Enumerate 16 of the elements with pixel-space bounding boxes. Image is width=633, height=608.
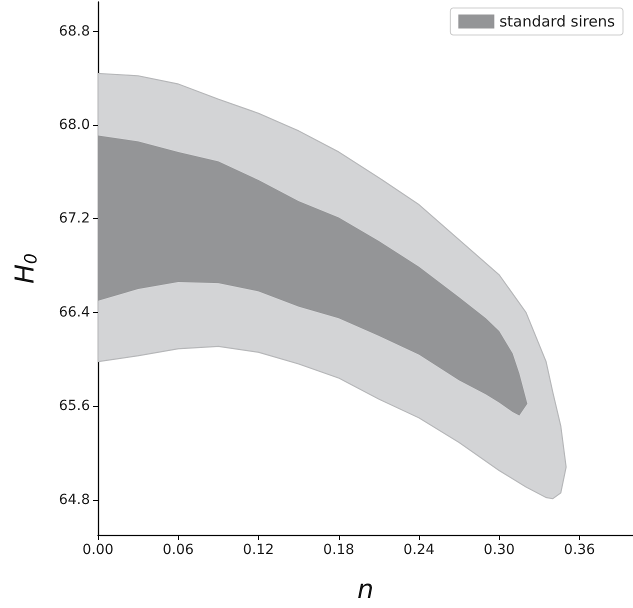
x-tick-label: 0.06 — [162, 542, 194, 558]
x-axis-title: n — [357, 575, 374, 605]
y-axis-title: H0 — [10, 253, 42, 284]
y-tick-label: 68.8 — [58, 23, 90, 40]
x-tick-label: 0.36 — [564, 542, 596, 558]
legend-label: standard sirens — [499, 12, 616, 30]
x-tick-label: 0.18 — [323, 542, 354, 558]
y-tick-label: 65.6 — [58, 398, 90, 414]
x-tick-label: 0.00 — [82, 542, 114, 558]
x-tick-label: 0.30 — [484, 542, 515, 558]
y-tick-label: 66.4 — [58, 304, 90, 320]
x-tick-label: 0.24 — [403, 542, 435, 558]
x-tick-label: 0.12 — [242, 542, 274, 558]
y-tick-label: 67.2 — [58, 210, 90, 227]
y-tick-label: 68.0 — [58, 117, 90, 133]
y-tick-label: 64.8 — [58, 492, 90, 508]
